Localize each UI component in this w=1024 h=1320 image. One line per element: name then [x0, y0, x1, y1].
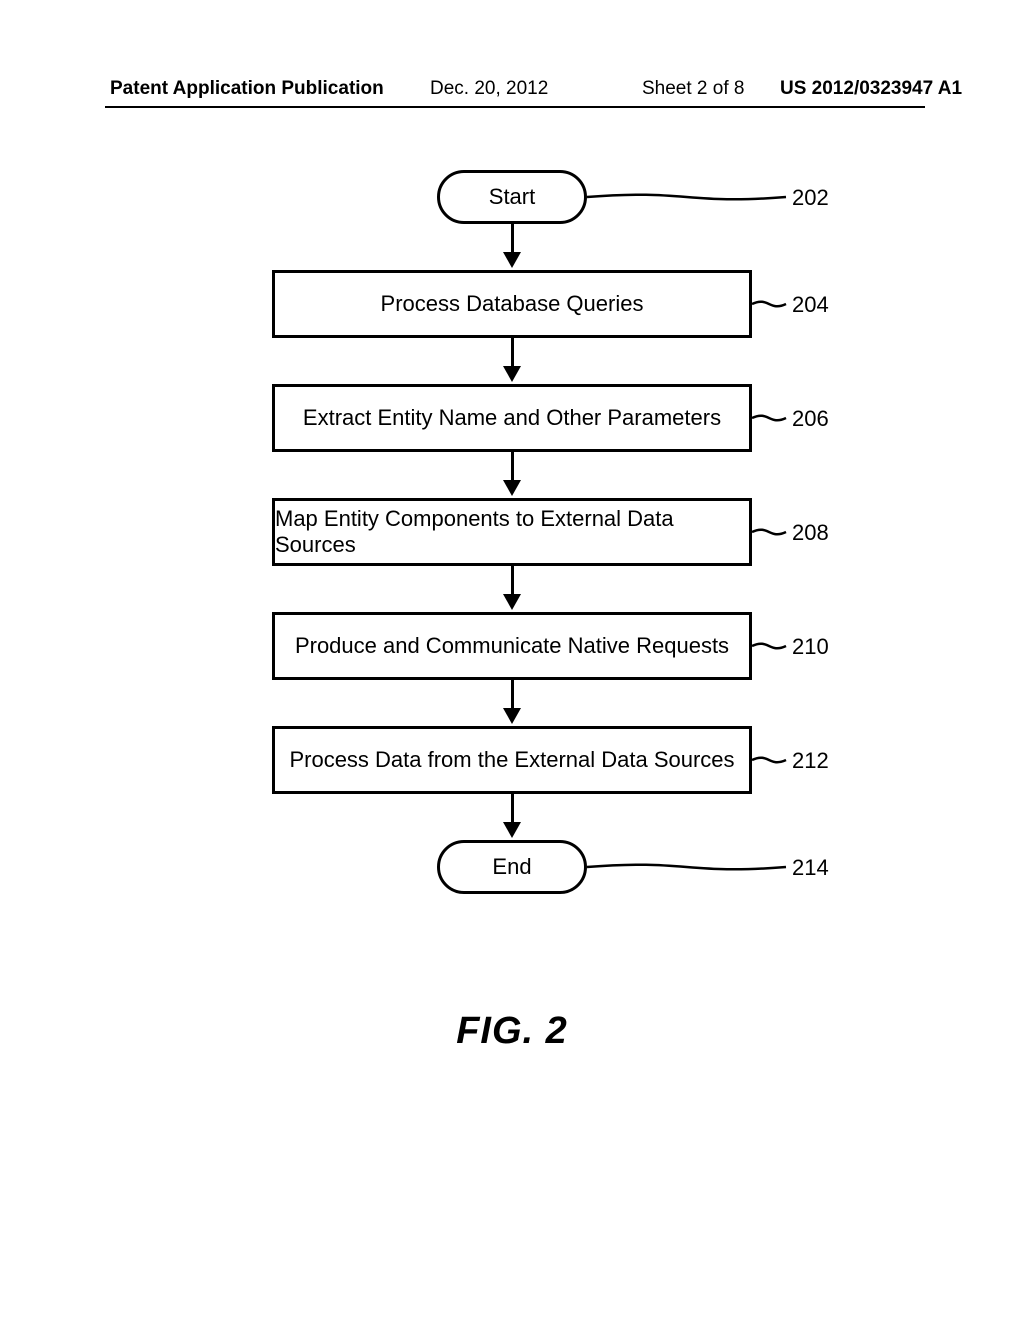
ref-connector [748, 410, 790, 426]
header-sheet: Sheet 2 of 8 [642, 78, 744, 100]
header-docnumber: US 2012/0323947 A1 [780, 78, 962, 100]
figure-label: FIG. 2 [0, 1010, 1024, 1053]
header-publication: Patent Application Publication [110, 78, 384, 100]
ref-label-214: 214 [792, 855, 829, 881]
ref-label-206: 206 [792, 406, 829, 432]
header-date: Dec. 20, 2012 [430, 78, 548, 100]
process-204: Process Database Queries [272, 270, 752, 338]
arrow-line [511, 680, 514, 710]
ref-connector [748, 638, 790, 654]
arrow-line [511, 338, 514, 368]
terminator-214: End [437, 840, 587, 894]
arrow-head-icon [503, 822, 521, 838]
arrow-head-icon [503, 708, 521, 724]
arrow-line [511, 794, 514, 824]
arrow-head-icon [503, 480, 521, 496]
ref-label-208: 208 [792, 520, 829, 546]
ref-connector [583, 859, 790, 875]
process-208: Map Entity Components to External Data S… [272, 498, 752, 566]
flowchart-canvas: Start 202 Process Database Queries 204 Extra… [0, 170, 1024, 1070]
arrow-line [511, 224, 514, 254]
arrow-line [511, 452, 514, 482]
arrow-line [511, 566, 514, 596]
ref-label-202: 202 [792, 185, 829, 211]
ref-connector [748, 296, 790, 312]
ref-label-204: 204 [792, 292, 829, 318]
process-212: Process Data from the External Data Sour… [272, 726, 752, 794]
process-206: Extract Entity Name and Other Parameters [272, 384, 752, 452]
terminator-202: Start [437, 170, 587, 224]
process-210: Produce and Communicate Native Requests [272, 612, 752, 680]
arrow-head-icon [503, 366, 521, 382]
ref-connector [748, 752, 790, 768]
ref-label-212: 212 [792, 748, 829, 774]
ref-connector [748, 524, 790, 540]
ref-label-210: 210 [792, 634, 829, 660]
arrow-head-icon [503, 252, 521, 268]
ref-connector [583, 189, 790, 205]
header-rule [105, 106, 925, 108]
arrow-head-icon [503, 594, 521, 610]
